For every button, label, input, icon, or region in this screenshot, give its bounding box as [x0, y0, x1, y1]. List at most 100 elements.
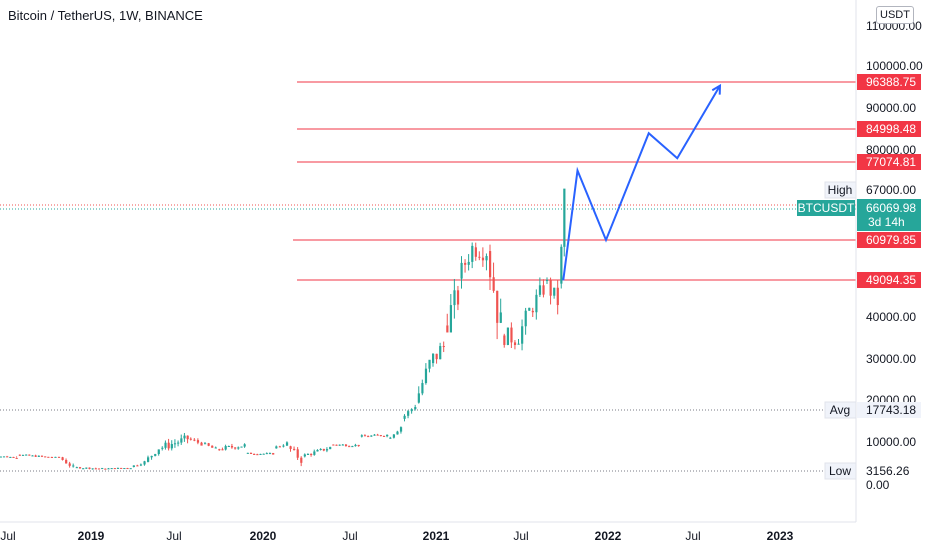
low-label: Low: [829, 464, 851, 478]
candle-body: [563, 188, 566, 247]
x-tick-label: Jul: [513, 529, 528, 543]
candle-body: [164, 442, 167, 448]
candle-body: [478, 256, 481, 258]
candle-body: [85, 467, 88, 469]
candle-body: [34, 455, 37, 457]
candle-body: [180, 438, 183, 443]
candle-body: [6, 456, 9, 458]
candle-body: [282, 445, 285, 447]
candle-body: [464, 262, 467, 265]
candle-body: [503, 335, 506, 345]
candle-body: [113, 468, 116, 470]
x-tick-label: 2019: [78, 529, 105, 543]
candle-body: [78, 467, 82, 469]
candle-body: [474, 247, 477, 257]
avg-label-bg: [824, 401, 857, 419]
candle-body: [344, 444, 348, 447]
candle-body: [542, 285, 545, 295]
candle-body: [40, 455, 44, 457]
candle-body: [348, 446, 351, 448]
x-tick-label: 2020: [250, 529, 277, 543]
x-tick-label: 2023: [767, 529, 794, 543]
candle-body: [259, 453, 262, 455]
candle-body: [399, 427, 403, 432]
level-badge-4: 60979.85: [866, 233, 916, 247]
candle-body: [9, 456, 12, 458]
candle-body: [335, 444, 338, 446]
candle-body: [21, 454, 25, 456]
y-tick-label: 10000.00: [866, 435, 916, 449]
candle-body: [535, 294, 538, 313]
y-tick-label: 100000.00: [866, 59, 923, 73]
level-badge-2: 84998.48: [866, 122, 916, 136]
candle-body: [489, 251, 492, 278]
candle-body: [300, 457, 303, 463]
y-tick-label: 80000.00: [866, 143, 916, 157]
x-tick-label: 2022: [595, 529, 622, 543]
candle-body: [528, 307, 531, 311]
candle-body: [116, 467, 120, 469]
high-value-bg: [857, 182, 921, 198]
level-badge-3-bg: [857, 154, 921, 170]
candle-body: [224, 446, 227, 450]
avg-label: Avg: [830, 403, 850, 417]
candle-body: [183, 435, 186, 439]
candle-body: [240, 446, 243, 448]
candle-body: [354, 444, 357, 447]
price-badges: 96388.75 84998.48 77074.81 60979.85 49094.35…: [797, 74, 921, 480]
candle-body: [167, 442, 170, 449]
candle-body: [170, 444, 173, 449]
candle-body: [499, 312, 502, 323]
candle-body: [322, 448, 325, 451]
x-tick-label: Jul: [0, 529, 15, 543]
candle-body: [446, 325, 449, 333]
candle-body: [246, 452, 249, 454]
level-badge-4-bg: [857, 232, 921, 248]
countdown-value: 3d 14h: [868, 215, 905, 229]
level-badge-1-bg: [857, 74, 921, 90]
candle-body: [485, 256, 488, 261]
candle-body: [234, 447, 237, 449]
currency-button[interactable]: USDT: [876, 6, 914, 24]
candle-body: [396, 431, 399, 435]
projection-line: [562, 85, 721, 281]
projection-path: [562, 83, 722, 281]
candle-body: [15, 457, 18, 459]
candle-body: [410, 409, 413, 412]
candle-body: [373, 434, 376, 436]
level-badge-3: 77074.81: [866, 155, 916, 169]
candle-body: [289, 446, 292, 449]
candle-body: [325, 449, 329, 451]
candle-body: [237, 447, 240, 449]
candle-body: [417, 393, 420, 403]
candle-body: [161, 447, 164, 449]
candle-body: [218, 449, 221, 451]
candle-body: [177, 442, 180, 444]
candle-body: [449, 305, 453, 333]
level-badge-2-bg: [857, 121, 921, 137]
candle-body: [50, 456, 54, 458]
candle-body: [207, 443, 210, 446]
candle-body: [439, 346, 442, 360]
candle-body: [230, 445, 234, 448]
candle-body: [414, 407, 417, 410]
candle-body: [243, 444, 246, 447]
candle-body: [329, 447, 332, 450]
candle-body: [521, 326, 524, 344]
level-badge-5: 49094.35: [866, 273, 916, 287]
candle-body: [61, 457, 64, 461]
candle-body: [54, 456, 57, 458]
candle-body: [407, 411, 410, 416]
candle-body: [37, 455, 40, 457]
candle-body: [421, 383, 424, 394]
candle-body: [553, 287, 556, 296]
projection-arrowhead: [711, 83, 722, 95]
candle-body: [157, 449, 160, 455]
candle-body: [28, 454, 31, 456]
candle-body: [68, 463, 71, 466]
candle-body: [110, 468, 113, 470]
candle-body: [278, 446, 282, 448]
candle-body: [262, 453, 265, 455]
candle-body: [341, 444, 344, 446]
